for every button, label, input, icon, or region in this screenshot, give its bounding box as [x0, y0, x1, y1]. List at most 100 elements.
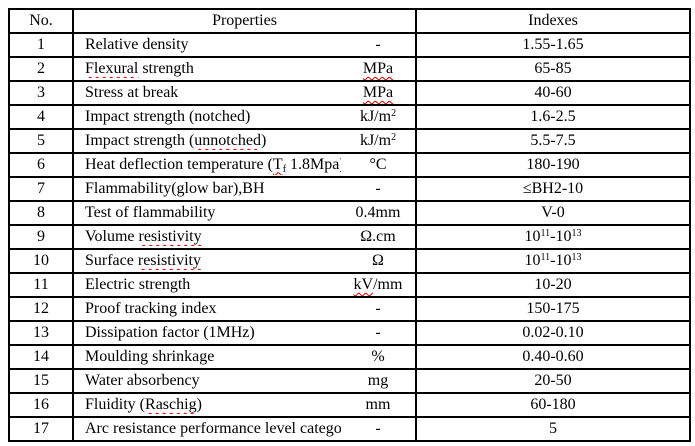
table-row: 17 Arc resistance performance level cate…: [8, 416, 691, 442]
property-cell: Relative density -: [75, 36, 414, 54]
text-segment: 40-60: [534, 84, 572, 101]
property-cell: Surface resistivity Ω: [75, 252, 414, 270]
text-segment: resistivity: [137, 252, 201, 269]
text-segment: 11: [540, 252, 551, 263]
text-segment: Flammability(glow bar),BH: [85, 180, 265, 197]
text-segment: 2: [391, 108, 397, 119]
text-segment: Proof tracking index: [85, 300, 217, 317]
table-row: 9 Volume resistivity Ω.cm 1011-1013: [8, 224, 691, 250]
text-segment: 1.55-1.65: [522, 36, 584, 53]
row-no: 3: [8, 80, 74, 106]
text-segment: ): [260, 132, 267, 149]
row-no: 13: [8, 320, 74, 346]
index-value: 1011-1013: [415, 224, 691, 250]
text-segment: -10: [550, 252, 572, 269]
index-value: 150-175: [415, 296, 691, 322]
text-segment: Fluidity (: [85, 396, 146, 413]
table-row: 10 Surface resistivity Ω 1011-1013: [8, 248, 691, 274]
document-page: No. Properties Indexes 1 Relative densit…: [8, 8, 691, 442]
text-segment: -: [375, 300, 381, 317]
text-segment: kJ/m: [359, 132, 392, 149]
text-segment: Flexural: [85, 60, 139, 77]
table-row: 4 Impact strength (notched) kJ/m2 1.6-2.…: [8, 104, 691, 130]
text-segment: 0.40-0.60: [522, 348, 584, 365]
property-unit: MPa: [341, 84, 414, 102]
property-unit: %: [341, 348, 414, 366]
row-no: 2: [8, 56, 74, 82]
property-cell: Volume resistivity Ω.cm: [75, 228, 414, 246]
text-segment: T: [272, 155, 283, 173]
index-value: 1.55-1.65: [415, 32, 691, 58]
text-segment: Surface: [85, 252, 138, 269]
property-name: Fluidity (Raschig): [75, 396, 341, 414]
property-cell: Arc resistance performance level categor…: [75, 420, 414, 438]
index-value: 60-180: [415, 392, 691, 418]
table-row: 14 Moulding shrinkage % 0.40-0.60: [8, 344, 691, 370]
index-value: 0.40-0.60: [415, 344, 691, 370]
text-segment: -: [375, 180, 381, 197]
index-value: 10-20: [415, 272, 691, 298]
index-value: 1.6-2.5: [415, 104, 691, 130]
property-name: Stress at break: [75, 84, 341, 102]
text-segment: kV: [353, 276, 374, 293]
text-segment: -10: [550, 228, 572, 245]
property-cell: Test of flammability 0.4mm: [75, 204, 414, 222]
text-segment: Volume: [85, 228, 139, 245]
property-unit: -: [341, 36, 414, 54]
text-segment: Impact strength (notched): [85, 108, 251, 125]
property-name: Dissipation factor (1MHz): [75, 324, 341, 342]
property-cell: Flammability(glow bar),BH -: [75, 180, 414, 198]
property-cell: Stress at break MPa: [75, 84, 414, 102]
table-row: 3 Stress at break MPa 40-60: [8, 80, 691, 106]
property-unit: -: [341, 300, 414, 318]
text-segment: Relative density: [85, 36, 189, 53]
text-segment: Water absorbency: [85, 372, 200, 389]
text-segment: MPa: [362, 60, 394, 77]
property-cell: Flexural strength MPa: [75, 60, 414, 78]
property-name: Flexural strength: [75, 60, 341, 78]
text-segment: 10: [524, 228, 541, 245]
text-segment: resistivity: [138, 228, 202, 245]
text-segment: °C: [369, 155, 387, 173]
text-segment: kJ/m: [359, 108, 392, 125]
row-no: 14: [8, 344, 74, 370]
text-segment: -: [375, 324, 381, 341]
text-segment: 10-20: [534, 276, 572, 293]
text-segment: 180-190: [526, 156, 580, 173]
property-cell: Electric strength kV/mm: [75, 276, 414, 294]
table-row: 15 Water absorbency mg 20-50: [8, 368, 691, 394]
text-segment: Ω.cm: [360, 228, 396, 245]
table-body: 1 Relative density - 1.55-1.65 2 Flexura…: [8, 32, 691, 442]
row-no: 17: [8, 416, 74, 442]
property-unit: 0.4mm: [341, 204, 414, 222]
row-no: 15: [8, 368, 74, 394]
row-no: 7: [8, 176, 74, 202]
table-row: 16 Fluidity (Raschig) mm 60-180: [8, 392, 691, 418]
property-unit: Ω: [341, 252, 414, 270]
text-segment: Electric strength: [85, 276, 191, 293]
text-segment: %: [371, 348, 385, 365]
property-name: Impact strength (notched): [75, 108, 341, 126]
property-unit: -: [341, 324, 414, 342]
header-indexes: Indexes: [415, 8, 691, 34]
text-segment: V-0: [541, 204, 565, 221]
property-name: Proof tracking index: [75, 300, 341, 318]
row-no: 12: [8, 296, 74, 322]
header-no: No.: [8, 8, 74, 34]
properties-table: No. Properties Indexes 1 Relative densit…: [8, 8, 691, 442]
property-name: Water absorbency: [75, 372, 341, 390]
index-value: 5.5-7.5: [415, 128, 691, 154]
property-unit: mg: [341, 372, 414, 390]
table-row: 8 Test of flammability 0.4mm V-0: [8, 200, 691, 226]
table-row: 5 Impact strength (unnotched) kJ/m2 5.5-…: [8, 128, 691, 154]
text-segment: Test of flammability: [85, 204, 216, 221]
property-unit: MPa: [341, 60, 414, 78]
property-cell: Water absorbency mg: [75, 372, 414, 390]
text-segment: 5: [549, 420, 557, 437]
text-segment: Moulding shrinkage: [85, 348, 215, 365]
property-cell: Moulding shrinkage %: [75, 348, 414, 366]
index-value: 5: [415, 416, 691, 442]
row-no: 16: [8, 392, 74, 418]
property-cell: Heat deflection temperature (Tf 1.8Mpa) …: [75, 155, 414, 175]
property-unit: kV/mm: [341, 276, 414, 294]
